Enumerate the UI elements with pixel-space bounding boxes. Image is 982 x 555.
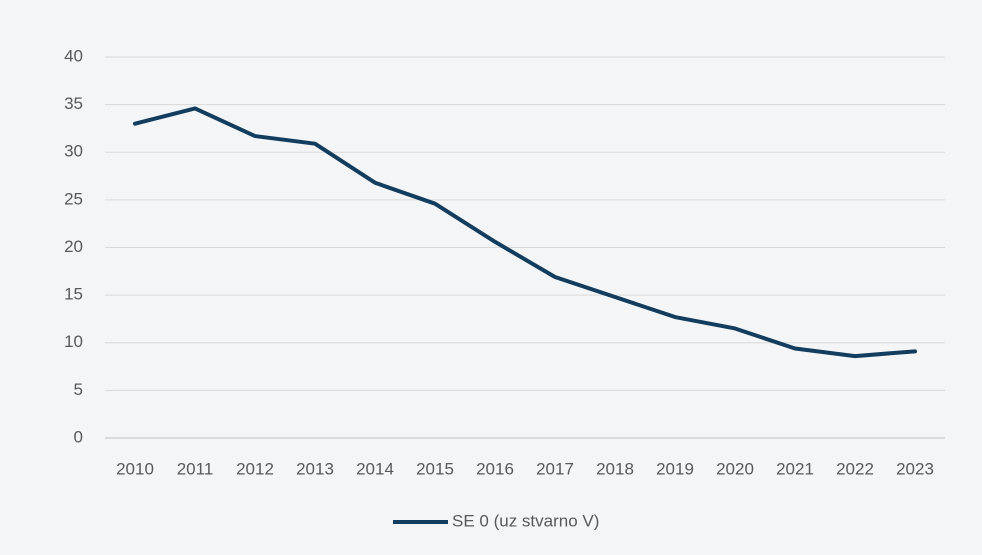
y-tick-label: 35 xyxy=(64,94,83,113)
y-tick-label: 5 xyxy=(74,380,83,399)
legend-label: SE 0 (uz stvarno V) xyxy=(452,511,599,530)
x-tick-label: 2023 xyxy=(896,459,934,478)
x-tick-label: 2019 xyxy=(656,459,694,478)
x-tick-label: 2012 xyxy=(236,459,274,478)
y-tick-label: 0 xyxy=(74,427,83,446)
y-tick-label: 40 xyxy=(64,46,83,65)
x-tick-label: 2017 xyxy=(536,459,574,478)
y-tick-label: 10 xyxy=(64,332,83,351)
x-tick-label: 2011 xyxy=(177,459,214,478)
y-tick-label: 15 xyxy=(64,285,83,304)
x-tick-label: 2015 xyxy=(416,459,454,478)
x-tick-label: 2018 xyxy=(596,459,634,478)
data-line xyxy=(133,106,917,359)
x-tick-label: 2016 xyxy=(476,459,514,478)
x-tick-label: 2020 xyxy=(716,459,754,478)
x-tick-label: 2013 xyxy=(296,459,334,478)
x-tick-label: 2022 xyxy=(836,459,874,478)
y-tick-label: 25 xyxy=(64,189,83,208)
x-tick-label: 2014 xyxy=(356,459,394,478)
y-tick-label: 20 xyxy=(64,237,83,256)
x-tick-label: 2021 xyxy=(776,459,814,478)
x-tick-label: 2010 xyxy=(116,459,154,478)
y-tick-label: 30 xyxy=(64,142,83,161)
